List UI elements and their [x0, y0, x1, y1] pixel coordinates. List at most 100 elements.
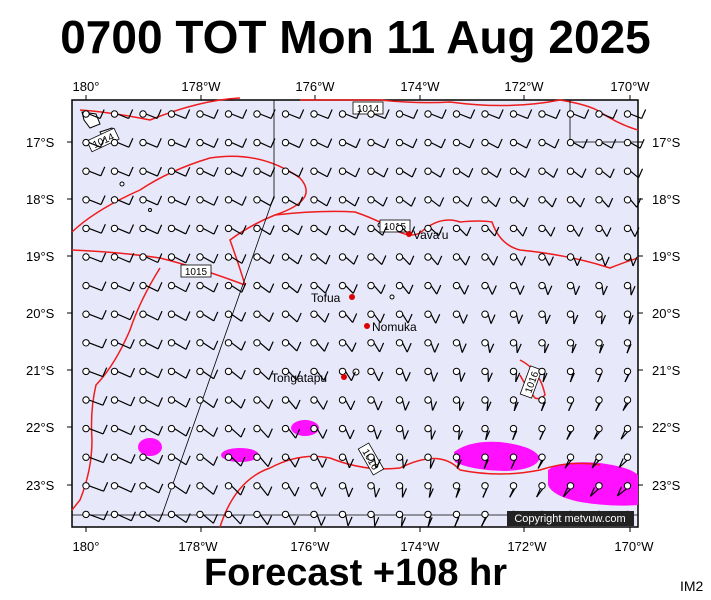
- wind-barb: [595, 339, 605, 354]
- barb-station: [167, 167, 176, 175]
- barb-feather: [156, 166, 162, 177]
- barb-feather: [185, 513, 191, 523]
- wind-barb: [424, 453, 435, 469]
- wind-barb: [310, 424, 328, 439]
- barb-station: [281, 396, 290, 404]
- barb-shaft: [316, 285, 326, 294]
- wind-barb: [481, 310, 496, 324]
- barb-shaft: [544, 228, 552, 237]
- wind-barb: [167, 166, 191, 177]
- wind-barb: [338, 138, 361, 149]
- barb-feather: [100, 166, 106, 177]
- barb-feather: [242, 109, 248, 119]
- barb-shaft: [401, 428, 405, 440]
- wind-barb: [338, 253, 359, 265]
- barb-feather: [467, 197, 473, 207]
- wind-barb: [253, 424, 273, 439]
- barb-shaft: [202, 256, 215, 264]
- barb-shaft: [117, 227, 130, 235]
- barb-station: [139, 224, 147, 233]
- barb-shaft: [231, 313, 242, 322]
- wind-barb: [310, 367, 329, 381]
- barb-station: [82, 281, 90, 290]
- wind-barb: [424, 167, 446, 178]
- barb-shaft: [516, 228, 524, 237]
- barb-shaft: [88, 513, 105, 521]
- barb-station: [623, 167, 632, 175]
- wind-barb: [310, 482, 327, 497]
- barb-station: [338, 424, 347, 433]
- barb-shaft: [287, 514, 295, 526]
- wind-barb: [566, 196, 586, 208]
- wind-barb: [538, 196, 557, 208]
- barb-feather: [537, 459, 543, 469]
- barb-station: [139, 196, 147, 204]
- barb-shaft: [316, 227, 327, 236]
- barb-feather: [620, 429, 626, 440]
- barb-feather: [352, 313, 358, 323]
- barb-feather: [270, 167, 276, 177]
- barb-feather: [380, 284, 386, 294]
- barb-station: [538, 453, 546, 461]
- barb-shaft: [344, 485, 350, 498]
- wind-barb: [562, 482, 575, 498]
- barb-feather: [212, 456, 219, 466]
- barb-shaft: [402, 285, 410, 295]
- barb-station: [338, 453, 347, 461]
- barb-feather: [241, 225, 247, 235]
- barb-feather: [612, 109, 618, 119]
- wind-barb: [395, 196, 416, 207]
- barb-feather: [547, 285, 553, 296]
- barb-shaft: [430, 227, 440, 237]
- barb-shaft: [259, 199, 271, 207]
- barb-feather: [185, 340, 191, 350]
- image-code: IM2: [680, 578, 704, 594]
- barb-feather: [326, 196, 332, 207]
- barb-feather: [185, 455, 191, 466]
- barb-station: [82, 396, 90, 404]
- wind-barb: [538, 138, 560, 149]
- barb-station: [196, 253, 204, 261]
- barb-station: [167, 196, 176, 204]
- wind-barb: [338, 339, 357, 352]
- barb-station: [424, 167, 432, 175]
- barb-station: [167, 453, 176, 461]
- barb-feather: [241, 283, 247, 293]
- barb-shaft: [145, 113, 158, 120]
- wind-barb: [566, 109, 590, 120]
- wind-area-4: [454, 441, 540, 471]
- barb-feather: [494, 226, 500, 237]
- wind-barb: [622, 396, 632, 411]
- wind-barb: [281, 510, 299, 526]
- barb-shaft: [630, 170, 639, 179]
- barb-feather: [158, 454, 164, 465]
- wind-barb: [452, 138, 475, 149]
- barb-station: [367, 138, 375, 147]
- barb-station: [253, 167, 261, 175]
- barb-shaft: [288, 370, 297, 381]
- barb-station: [338, 339, 347, 347]
- barb-station: [196, 482, 204, 490]
- barb-shaft: [430, 371, 435, 382]
- barb-station: [310, 224, 318, 233]
- barb-shaft: [288, 227, 299, 236]
- barb-feather: [378, 371, 384, 382]
- barb-shaft: [458, 342, 463, 353]
- barb-feather: [270, 138, 276, 148]
- barb-feather: [268, 341, 274, 351]
- barb-station: [424, 224, 432, 233]
- barb-station: [367, 482, 375, 490]
- barb-station: [395, 110, 404, 118]
- barb-station: [367, 281, 375, 290]
- barb-station: [566, 224, 575, 233]
- barb-station: [452, 110, 461, 118]
- barb-station: [281, 482, 290, 490]
- barb-feather: [185, 166, 191, 177]
- barb-feather: [498, 109, 504, 119]
- barb-feather: [323, 371, 329, 381]
- barb-feather: [350, 400, 356, 411]
- wind-barb: [564, 453, 575, 469]
- wind-barb: [424, 253, 443, 266]
- barb-shaft: [288, 199, 299, 207]
- barb-feather: [156, 195, 163, 206]
